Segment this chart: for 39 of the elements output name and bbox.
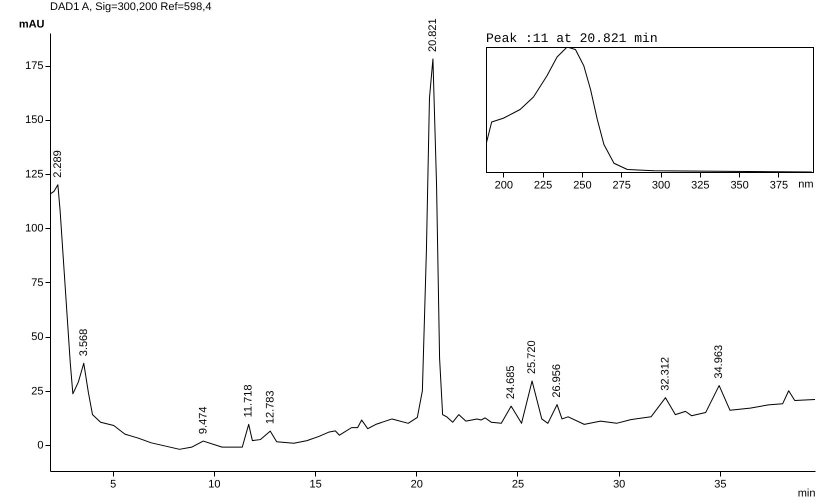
annotation: 24.685 — [505, 366, 518, 400]
annotation: 32.312 — [659, 357, 672, 391]
annotation: 26.956 — [551, 364, 564, 398]
y-axis-title: mAU — [18, 18, 45, 30]
y-tick-label: 75 — [31, 276, 44, 289]
y-tick-label: 50 — [31, 331, 44, 344]
x-tick-label: 300 — [652, 180, 670, 192]
x-tick-label: 35 — [714, 478, 727, 490]
annotation: 20.821 — [426, 18, 439, 52]
y-tick-label: 175 — [25, 60, 44, 72]
x-tick-label: 225 — [534, 180, 552, 192]
x-axis-title: nm — [798, 178, 814, 190]
annotation: 3.568 — [78, 328, 90, 356]
x-tick-label: 10 — [208, 478, 221, 490]
y-tick-label: 100 — [25, 222, 44, 235]
x-tick-label: 5 — [110, 478, 116, 490]
x-tick-label: 200 — [494, 180, 513, 192]
y-tick-label: 25 — [31, 385, 44, 398]
x-tick-label: 20 — [410, 478, 423, 490]
y-tick-label: 150 — [25, 114, 44, 126]
annotation: 9.474 — [197, 406, 210, 434]
chart-title: DAD1 A, Sig=300,200 Ref=598,4 — [50, 1, 212, 13]
x-tick-label: 25 — [512, 478, 524, 490]
annotation: 2.289 — [52, 150, 64, 178]
y-tick-label: 125 — [25, 168, 44, 180]
x-tick-label: 15 — [309, 478, 322, 490]
x-tick-label: 325 — [691, 180, 710, 192]
x-tick-label: 30 — [613, 478, 626, 490]
chart-title: Peak :11 at 20.821 min — [486, 31, 658, 46]
x-axis-title: min — [798, 488, 816, 500]
x-tick-label: 375 — [770, 180, 788, 192]
y-tick-label: 0 — [37, 439, 44, 452]
annotation: 11.718 — [242, 384, 255, 418]
x-tick-label: 275 — [612, 180, 631, 192]
x-tick-label: 350 — [730, 180, 749, 192]
x-tick-label: 250 — [573, 180, 592, 192]
annotation: 34.963 — [713, 344, 726, 379]
annotation: 12.783 — [264, 390, 276, 424]
annotation: 25.720 — [526, 340, 538, 374]
